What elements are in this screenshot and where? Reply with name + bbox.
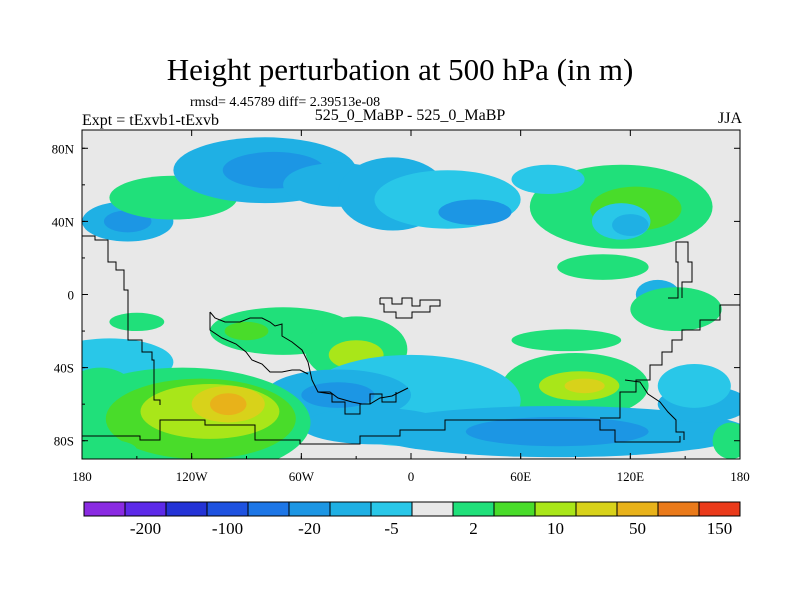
colorbar-label: -20 — [298, 519, 321, 538]
coastline-east-asia — [668, 241, 693, 299]
contour-region — [209, 393, 247, 416]
period-label: 525_0_MaBP - 525_0_MaBP — [314, 107, 506, 124]
coastline-antarctica — [82, 419, 681, 445]
colorbar-box — [329, 501, 372, 517]
contour-region — [301, 407, 448, 445]
season-label: JJA — [717, 110, 742, 127]
contour-region — [557, 254, 649, 280]
colorbar-box — [288, 501, 331, 517]
x-tick-label: 180 — [730, 469, 750, 484]
contour-region — [224, 321, 269, 341]
colorbar-label: 150 — [707, 519, 733, 538]
contour-region — [511, 164, 585, 194]
colorbar-label: 2 — [469, 519, 478, 538]
contour-region — [82, 438, 137, 459]
colorbar-box — [575, 501, 618, 517]
contour-region — [612, 214, 649, 237]
axes: 180 120W 60W 0 60E 120E 180 80N 40N 0 40S 80S — [52, 130, 750, 484]
stats-label: rmsd= 4.45789 diff= 2.39513e-08 — [190, 95, 381, 110]
coastline-south-america-inner — [209, 312, 309, 375]
experiment-label: Expt = tExvb1-tExvb — [82, 112, 220, 129]
coastline-southeast-islands — [624, 379, 685, 440]
contour-region — [438, 199, 512, 226]
colorbar: -200 -100 -20 -5 2 10 50 150 — [83, 501, 741, 538]
coastlines — [82, 235, 740, 445]
plot-area — [82, 130, 740, 459]
coastline-south-america — [209, 311, 409, 405]
colorbar-box — [165, 501, 208, 517]
x-tick-label: 60W — [289, 469, 315, 484]
x-tick-label: 60E — [510, 469, 531, 484]
y-tick-label: 80N — [52, 141, 75, 156]
colorbar-box — [206, 501, 249, 517]
colorbar-label: -5 — [384, 519, 398, 538]
y-tick-label: 0 — [68, 288, 75, 303]
coastline-americas-west — [82, 235, 161, 405]
contour-region — [511, 329, 622, 352]
colorbar-box — [247, 501, 290, 517]
colorbar-box — [616, 501, 659, 517]
coastline-africa — [317, 391, 397, 415]
colorbar-box — [657, 501, 700, 517]
colorbar-label: -200 — [130, 519, 161, 538]
contour-region — [657, 363, 731, 408]
colorbar-box — [370, 501, 413, 517]
y-tick-label: 40N — [52, 214, 75, 229]
x-tick-label: 180 — [72, 469, 92, 484]
colorbar-box — [493, 501, 536, 517]
y-tick-label: 80S — [54, 434, 74, 449]
contour-region — [465, 416, 649, 447]
contour-fills — [82, 137, 740, 459]
colorbar-box — [698, 501, 741, 517]
x-tick-label: 120W — [176, 469, 209, 484]
colorbar-label: -100 — [212, 519, 243, 538]
colorbar-label: 50 — [629, 519, 646, 538]
colorbar-box — [534, 501, 577, 517]
colorbar-box — [83, 501, 126, 517]
x-tick-label: 120E — [617, 469, 645, 484]
x-tick-label: 0 — [408, 469, 415, 484]
colorbar-label: 10 — [547, 519, 564, 538]
contour-region — [301, 382, 375, 408]
contour-region — [712, 422, 740, 459]
colorbar-box — [124, 501, 167, 517]
contour-region — [564, 378, 605, 394]
chart-title: Height perturbation at 500 hPa (in m) — [166, 52, 634, 87]
contour-region — [630, 287, 722, 332]
coastline-australia — [600, 304, 740, 419]
y-tick-label: 40S — [54, 361, 74, 376]
colorbar-box — [411, 501, 454, 517]
colorbar-box — [452, 501, 495, 517]
contour-region — [109, 312, 165, 332]
coastline-equator-island — [379, 297, 441, 319]
